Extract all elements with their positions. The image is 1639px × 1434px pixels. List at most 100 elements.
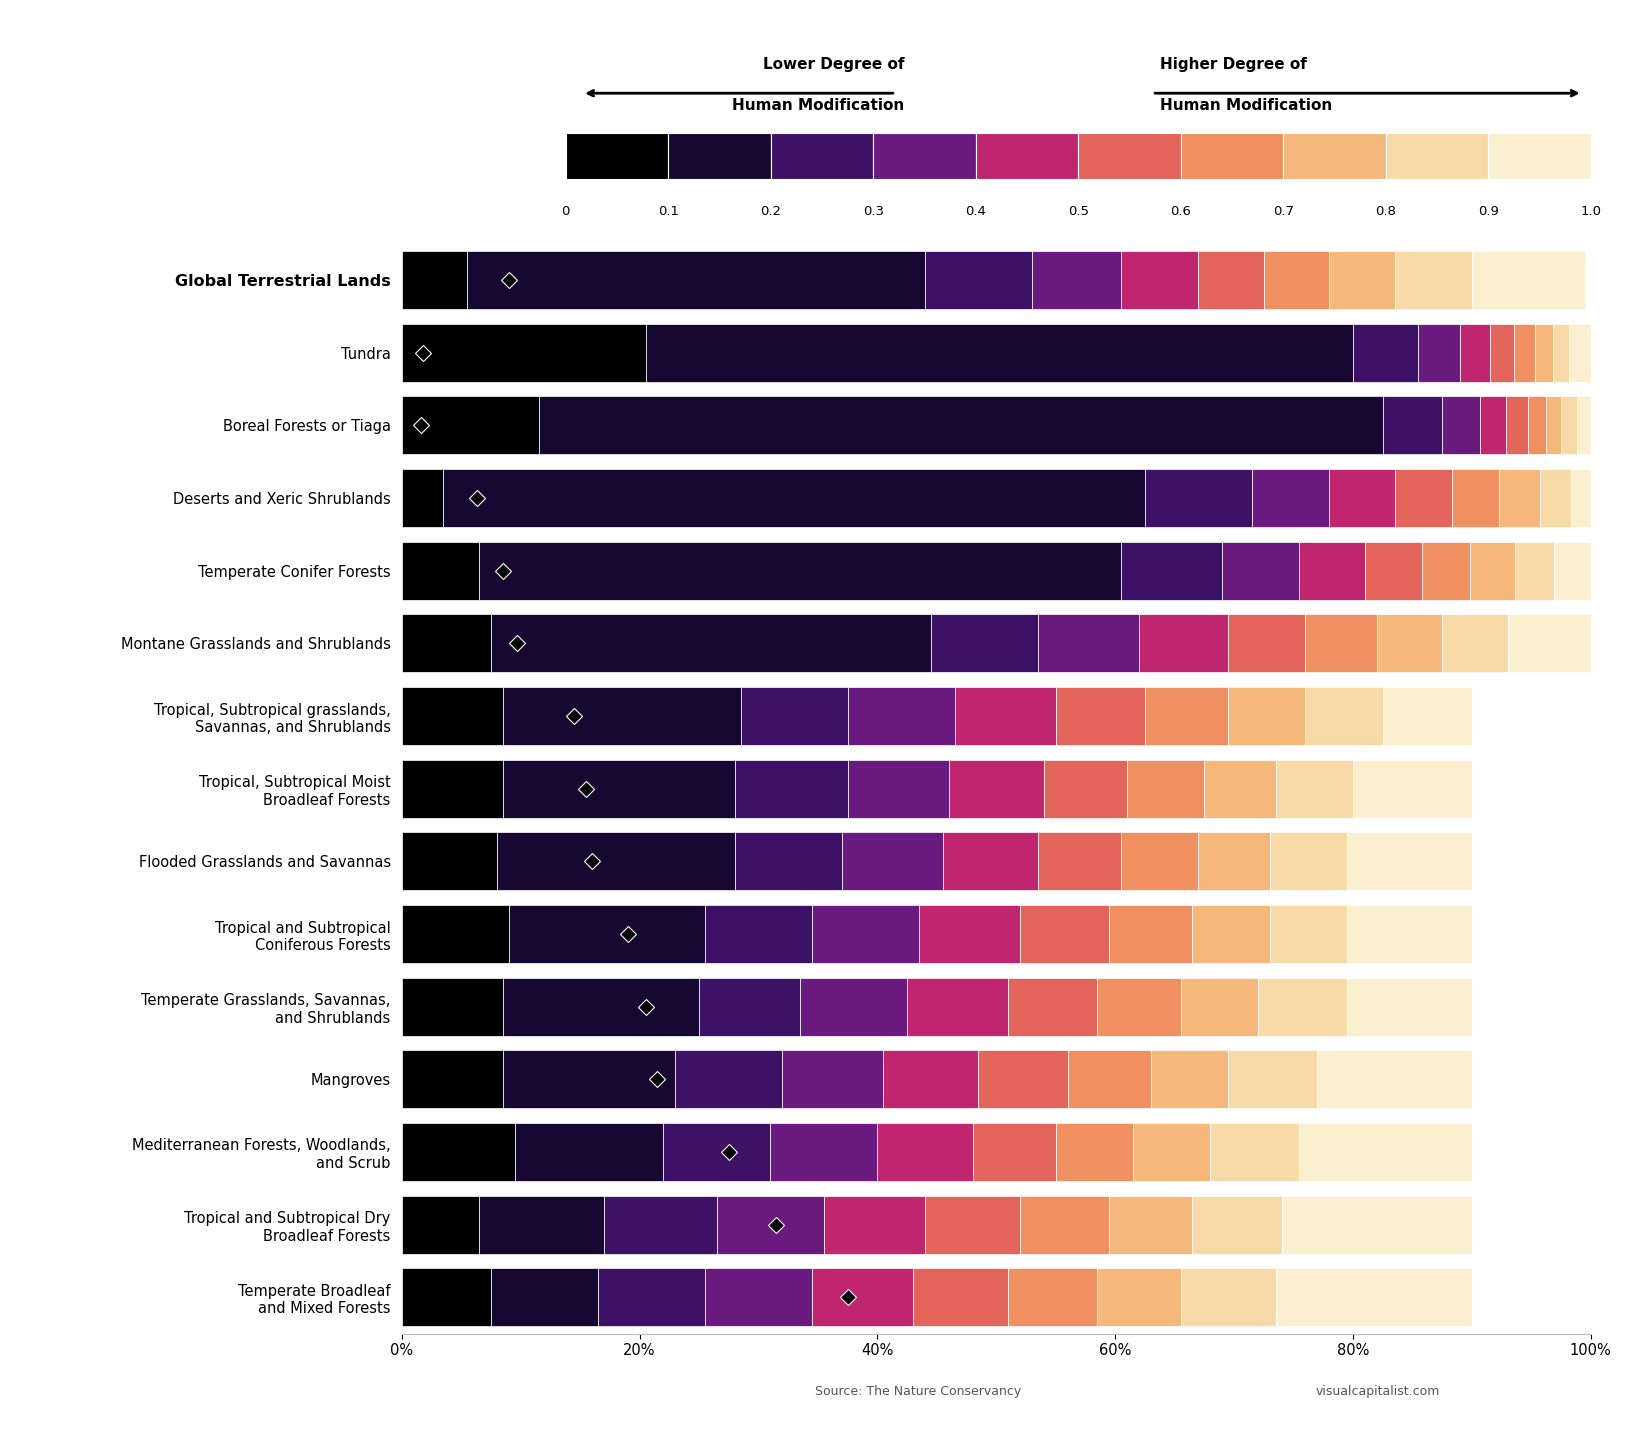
Bar bbox=[1488, 133, 1590, 179]
Bar bbox=[1364, 542, 1421, 599]
Text: Human Modification: Human Modification bbox=[1160, 98, 1333, 112]
Bar bbox=[883, 1050, 978, 1108]
Bar bbox=[1257, 978, 1346, 1035]
Bar bbox=[1180, 133, 1282, 179]
Bar bbox=[1144, 687, 1228, 746]
Bar bbox=[402, 1050, 503, 1108]
Bar bbox=[1228, 1050, 1316, 1108]
Text: Source: The Nature Conservancy: Source: The Nature Conservancy bbox=[815, 1385, 1021, 1398]
Bar bbox=[1282, 133, 1385, 179]
Bar bbox=[913, 1268, 1008, 1326]
Bar bbox=[1198, 832, 1269, 891]
Bar bbox=[1133, 1123, 1210, 1182]
Bar bbox=[1067, 1050, 1151, 1108]
Bar bbox=[1506, 396, 1528, 455]
Bar bbox=[918, 905, 1019, 964]
Bar bbox=[734, 832, 841, 891]
Bar bbox=[1251, 469, 1328, 528]
Bar bbox=[1221, 542, 1298, 599]
Bar bbox=[1393, 469, 1451, 528]
Text: 0.6: 0.6 bbox=[1170, 205, 1190, 218]
Bar bbox=[1203, 760, 1275, 817]
Bar bbox=[1137, 614, 1228, 673]
Bar bbox=[1451, 469, 1498, 528]
Bar bbox=[1469, 542, 1514, 599]
Bar bbox=[1198, 251, 1264, 310]
Bar bbox=[538, 396, 1382, 455]
Bar bbox=[646, 324, 1352, 381]
Bar bbox=[1459, 324, 1488, 381]
Bar bbox=[1570, 469, 1591, 528]
Bar bbox=[402, 832, 497, 891]
Bar bbox=[1275, 760, 1352, 817]
Text: 0.8: 0.8 bbox=[1375, 205, 1395, 218]
Bar bbox=[1108, 905, 1192, 964]
Text: Human Modification: Human Modification bbox=[731, 98, 903, 112]
Bar bbox=[443, 469, 1144, 528]
Bar bbox=[847, 687, 954, 746]
Bar bbox=[734, 760, 847, 817]
Bar bbox=[503, 687, 741, 746]
Bar bbox=[1019, 1196, 1108, 1253]
Bar bbox=[1269, 832, 1346, 891]
Bar bbox=[1441, 396, 1480, 455]
Bar bbox=[1305, 687, 1382, 746]
Bar bbox=[1044, 760, 1126, 817]
Bar bbox=[1316, 1050, 1470, 1108]
Bar bbox=[1298, 1123, 1472, 1182]
Bar bbox=[1393, 251, 1472, 310]
Bar bbox=[954, 687, 1056, 746]
Bar bbox=[800, 978, 906, 1035]
Bar bbox=[1328, 469, 1393, 528]
Bar bbox=[1575, 396, 1590, 455]
Bar bbox=[1385, 133, 1488, 179]
Text: 0.1: 0.1 bbox=[657, 205, 679, 218]
Bar bbox=[978, 1050, 1067, 1108]
Bar bbox=[1192, 905, 1269, 964]
Bar bbox=[1346, 832, 1472, 891]
Bar bbox=[402, 1268, 490, 1326]
Bar bbox=[490, 1268, 598, 1326]
Bar bbox=[924, 1196, 1019, 1253]
Bar bbox=[1539, 469, 1570, 528]
Bar bbox=[705, 905, 811, 964]
Bar bbox=[1144, 469, 1251, 528]
Bar bbox=[508, 905, 705, 964]
Bar bbox=[1560, 396, 1575, 455]
Bar bbox=[1480, 396, 1506, 455]
Bar bbox=[1180, 1268, 1275, 1326]
Bar bbox=[770, 133, 872, 179]
Bar bbox=[467, 251, 924, 310]
Bar bbox=[1554, 542, 1590, 599]
Bar bbox=[1210, 1123, 1298, 1182]
Bar bbox=[503, 978, 698, 1035]
Bar bbox=[1282, 1196, 1472, 1253]
Bar bbox=[402, 396, 538, 455]
Bar bbox=[906, 978, 1008, 1035]
Bar bbox=[675, 1050, 782, 1108]
Bar bbox=[515, 1123, 662, 1182]
Text: 0.3: 0.3 bbox=[862, 205, 883, 218]
Bar bbox=[1269, 905, 1346, 964]
Bar bbox=[1108, 1196, 1192, 1253]
Bar bbox=[479, 1196, 603, 1253]
Bar bbox=[1514, 542, 1554, 599]
Bar bbox=[490, 614, 931, 673]
Bar bbox=[503, 1050, 675, 1108]
Bar bbox=[811, 905, 918, 964]
Bar bbox=[770, 1123, 877, 1182]
Bar bbox=[1346, 978, 1472, 1035]
Bar bbox=[1096, 1268, 1180, 1326]
Bar bbox=[1382, 687, 1470, 746]
Bar bbox=[1418, 324, 1459, 381]
Bar bbox=[1228, 614, 1305, 673]
Bar bbox=[975, 133, 1078, 179]
Bar bbox=[741, 687, 847, 746]
Bar bbox=[847, 760, 947, 817]
Bar bbox=[1328, 251, 1393, 310]
Text: 0.7: 0.7 bbox=[1272, 205, 1293, 218]
Bar bbox=[1544, 396, 1560, 455]
Bar bbox=[402, 1196, 479, 1253]
Bar bbox=[1498, 469, 1539, 528]
Bar bbox=[1528, 396, 1544, 455]
